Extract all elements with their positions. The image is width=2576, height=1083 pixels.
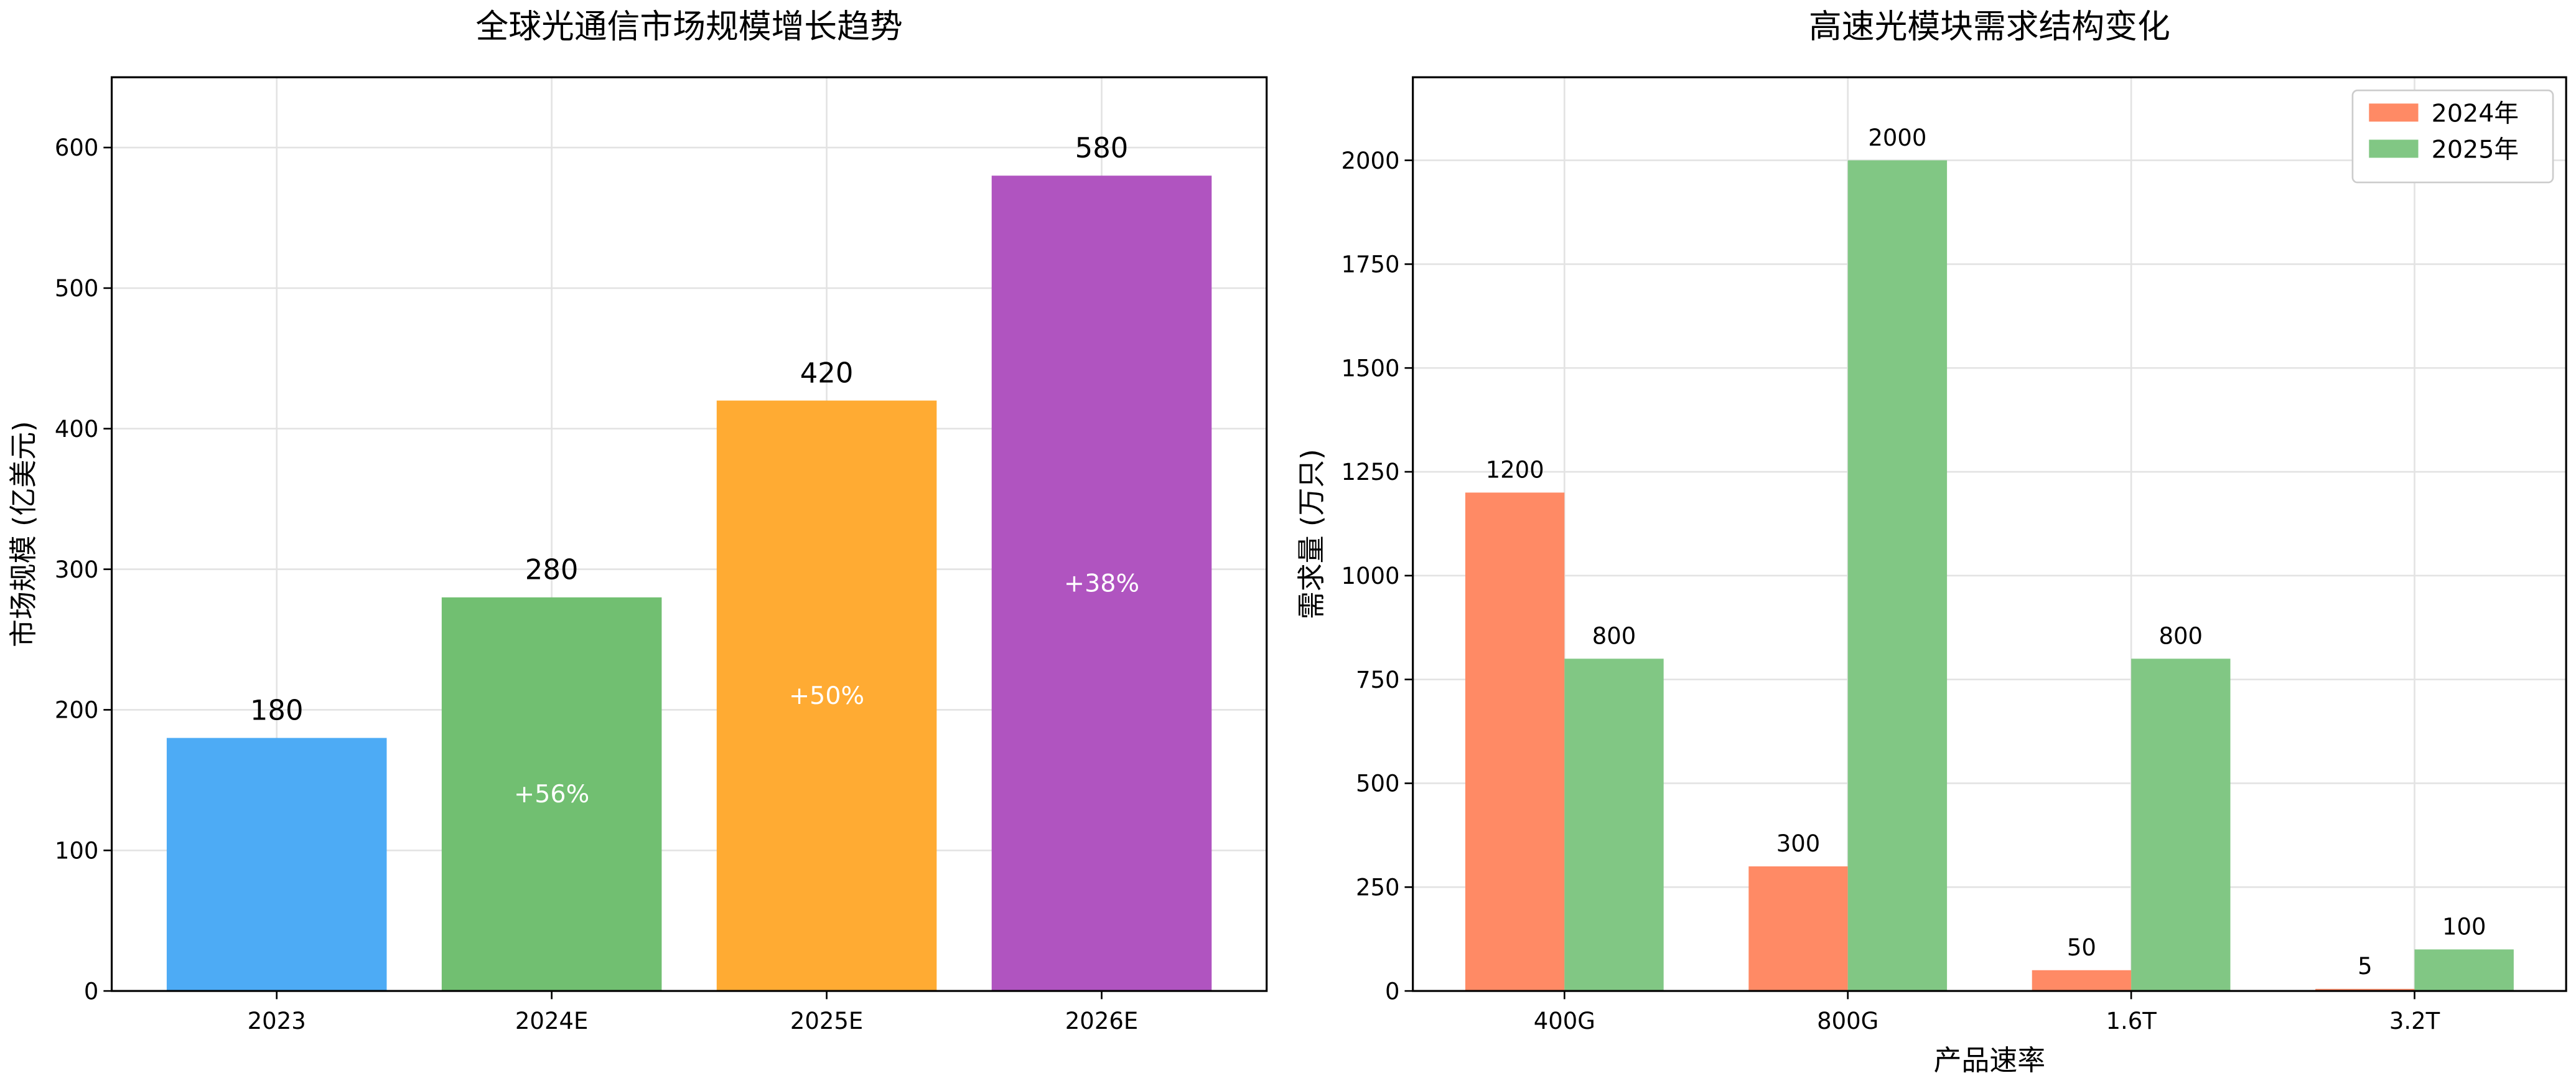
legend-label: 2025年 (2432, 135, 2519, 164)
x-tick-label: 2024E (515, 1008, 588, 1034)
axes-frame (110, 76, 1268, 992)
y-tick-label: 1500 (1341, 355, 1399, 382)
y-axis-label: 市场规模 (亿美元) (7, 421, 40, 647)
y-tick-label: 300 (55, 556, 99, 583)
chart-title: 高速光模块需求结构变化 (1809, 8, 2170, 46)
y-tick-label: 0 (84, 978, 99, 1005)
growth-annotation: +56% (514, 780, 589, 809)
bar (716, 400, 937, 992)
x-tick-label: 2026E (1065, 1008, 1138, 1034)
y-tick-label: 750 (1356, 667, 1400, 693)
legend-swatch (2369, 103, 2419, 122)
x-tick-label: 800G (1817, 1008, 1878, 1034)
y-tick-label: 200 (55, 697, 99, 724)
data-label: 1200 (1486, 457, 1544, 484)
bar (1847, 160, 1948, 992)
x-tick-label: 1.6T (2106, 1008, 2157, 1034)
x-tick-label: 3.2T (2389, 1008, 2440, 1034)
y-tick-label: 100 (55, 837, 99, 864)
bar (2032, 970, 2132, 992)
data-label: 800 (1592, 623, 1636, 650)
bar (2315, 988, 2415, 992)
y-tick-label: 0 (1385, 978, 1400, 1005)
y-tick-label: 500 (55, 275, 99, 302)
y-axis-label: 需求量 (万只) (1295, 449, 1328, 619)
bar (1465, 492, 1565, 992)
data-label: 420 (800, 357, 854, 390)
y-tick-label: 250 (1356, 874, 1400, 901)
bar (991, 176, 1212, 992)
y-tick-label: 600 (55, 134, 99, 161)
data-label: 300 (1776, 830, 1821, 857)
chart-title: 全球光通信市场规模增长趋势 (475, 8, 902, 46)
growth-annotation: +50% (789, 682, 864, 710)
data-label: 280 (525, 553, 579, 586)
axes-frame (1412, 76, 2567, 992)
bar (166, 738, 387, 992)
x-tick-label: 2025E (790, 1008, 863, 1034)
bar (1748, 866, 1848, 992)
data-label: 580 (1075, 131, 1129, 164)
legend-swatch (2369, 139, 2419, 158)
data-label: 800 (2159, 623, 2203, 650)
legend-label: 2024年 (2432, 99, 2519, 128)
bar (1564, 659, 1664, 992)
data-label: 5 (2358, 953, 2373, 980)
y-tick-label: 500 (1356, 771, 1400, 797)
x-axis-label: 产品速率 (1934, 1044, 2045, 1077)
y-tick-label: 1000 (1341, 563, 1399, 589)
y-tick-label: 1750 (1341, 251, 1399, 278)
y-tick-label: 2000 (1341, 148, 1399, 174)
data-label: 100 (2442, 914, 2486, 940)
y-tick-label: 400 (55, 416, 99, 443)
y-tick-label: 1250 (1341, 459, 1399, 485)
bar (2414, 949, 2514, 992)
growth-annotation: +38% (1064, 569, 1139, 598)
bar (441, 597, 662, 992)
data-label: 50 (2067, 934, 2096, 961)
x-tick-label: 400G (1534, 1008, 1595, 1034)
data-label: 2000 (1868, 124, 1926, 151)
data-label: 180 (250, 694, 304, 727)
bar (2131, 659, 2231, 992)
x-tick-label: 2023 (248, 1008, 306, 1034)
